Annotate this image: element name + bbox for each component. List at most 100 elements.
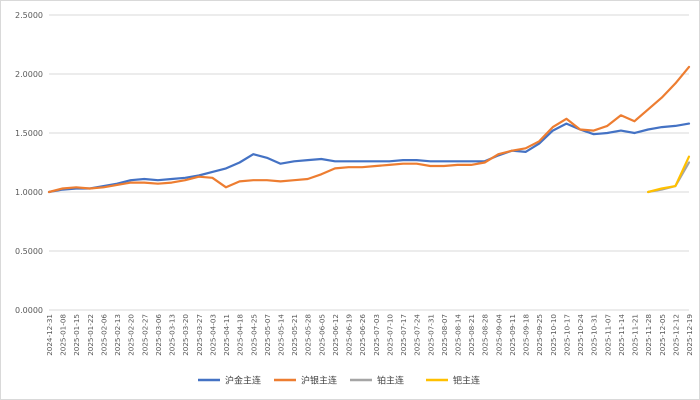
x-tick-label: 2025-04-03 [208, 314, 217, 356]
data-point [89, 187, 91, 190]
data-point [620, 130, 622, 132]
data-point [252, 179, 254, 181]
x-tick-label: 2025-12-19 [685, 314, 694, 356]
data-point [552, 130, 554, 132]
x-tick-label: 2025-05-28 [304, 314, 313, 356]
x-tick-label: 2025-08-28 [481, 314, 490, 356]
data-point [388, 164, 391, 166]
data-point [538, 140, 540, 142]
y-tick-label: 2.0000 [15, 70, 43, 79]
x-tick-label: 2025-12-12 [671, 314, 680, 356]
y-tick-label: 0.0000 [15, 306, 43, 315]
data-point [579, 128, 581, 131]
x-tick-label: 2025-06-12 [331, 314, 340, 356]
x-tick-label: 2025-12-05 [658, 314, 667, 356]
x-tick-label: 2025-02-20 [127, 314, 136, 356]
data-point [402, 159, 404, 161]
legend-item: 沪银主连 [274, 375, 337, 387]
data-point [633, 132, 636, 134]
data-point [674, 125, 676, 127]
data-point [524, 151, 527, 153]
data-point [334, 160, 336, 162]
data-point [688, 66, 690, 68]
data-point [661, 126, 663, 128]
x-tick-label: 2025-07-03 [372, 314, 381, 356]
data-point [239, 180, 241, 182]
data-point [266, 179, 268, 181]
data-point [538, 143, 540, 145]
x-tick-label: 2024-12-31 [45, 314, 54, 356]
data-point [170, 181, 173, 184]
data-point [633, 120, 636, 122]
data-point [674, 82, 676, 85]
data-point [674, 185, 676, 187]
data-point [620, 114, 622, 116]
y-axis-ticks: 0.0000 0.5000 1.0000 1.5000 2.0000 2.5000 [15, 11, 43, 315]
data-point [511, 150, 513, 152]
x-tick-label: 2025-01-22 [86, 314, 95, 356]
data-point [143, 178, 145, 180]
data-point [225, 186, 227, 188]
x-tick-label: 2025-02-13 [113, 314, 122, 356]
x-tick-label: 2025-02-06 [99, 314, 108, 356]
data-point [524, 147, 527, 149]
data-point [416, 159, 418, 161]
data-point [143, 181, 145, 184]
data-point [211, 177, 214, 179]
x-tick-label: 2025-04-11 [222, 314, 231, 356]
data-point [565, 122, 568, 125]
data-point [211, 171, 214, 173]
data-point [334, 167, 336, 169]
x-tick-label: 2025-07-17 [399, 314, 408, 356]
x-tick-label: 2025-06-19 [345, 314, 354, 356]
data-point [456, 164, 459, 166]
x-tick-label: 2025-05-14 [276, 314, 285, 356]
y-tick-label: 1.5000 [15, 129, 43, 138]
data-point [225, 167, 227, 169]
x-tick-label: 2025-08-14 [454, 314, 463, 356]
data-point [606, 125, 608, 127]
x-tick-label: 2025-11-28 [644, 314, 653, 356]
series-line [647, 155, 691, 194]
legend-item: 铂主连 [350, 375, 404, 387]
x-tick-label: 2025-10-17 [562, 314, 571, 356]
x-tick-label: 2025-03-20 [181, 314, 190, 356]
x-tick-label: 2025-02-27 [140, 314, 149, 356]
data-point [266, 157, 268, 159]
data-point [307, 178, 309, 180]
data-point [130, 179, 132, 181]
legend-label: 沪银主连 [301, 375, 337, 387]
data-point [48, 191, 50, 193]
data-point [565, 118, 568, 120]
data-point [252, 153, 254, 155]
data-point [416, 163, 418, 165]
x-tick-label: 2025-10-10 [549, 314, 558, 356]
data-point [102, 186, 105, 188]
legend-item: 沪金主连 [198, 375, 261, 387]
x-tick-label: 2025-08-07 [440, 314, 449, 356]
data-point [593, 133, 595, 135]
series-line [47, 65, 691, 194]
data-point [75, 186, 77, 188]
x-tick-label: 2025-01-08 [59, 314, 68, 356]
data-point [429, 165, 431, 167]
x-tick-label: 2025-11-21 [631, 314, 640, 356]
y-tick-label: 1.0000 [15, 188, 43, 197]
x-tick-label: 2025-04-25 [249, 314, 258, 356]
series-2 [47, 65, 691, 194]
x-tick-label: 2025-10-24 [576, 314, 585, 356]
data-point [647, 128, 649, 131]
data-point [62, 187, 64, 190]
data-point [647, 191, 649, 193]
legend-label: 钯主连 [453, 375, 480, 387]
x-tick-label: 2025-11-14 [617, 314, 626, 356]
data-point [661, 187, 663, 190]
data-point [279, 180, 282, 182]
data-point [347, 160, 350, 162]
data-point [470, 160, 472, 162]
data-point [429, 160, 431, 162]
data-point [184, 177, 186, 179]
x-tick-label: 2025-09-11 [508, 314, 517, 356]
